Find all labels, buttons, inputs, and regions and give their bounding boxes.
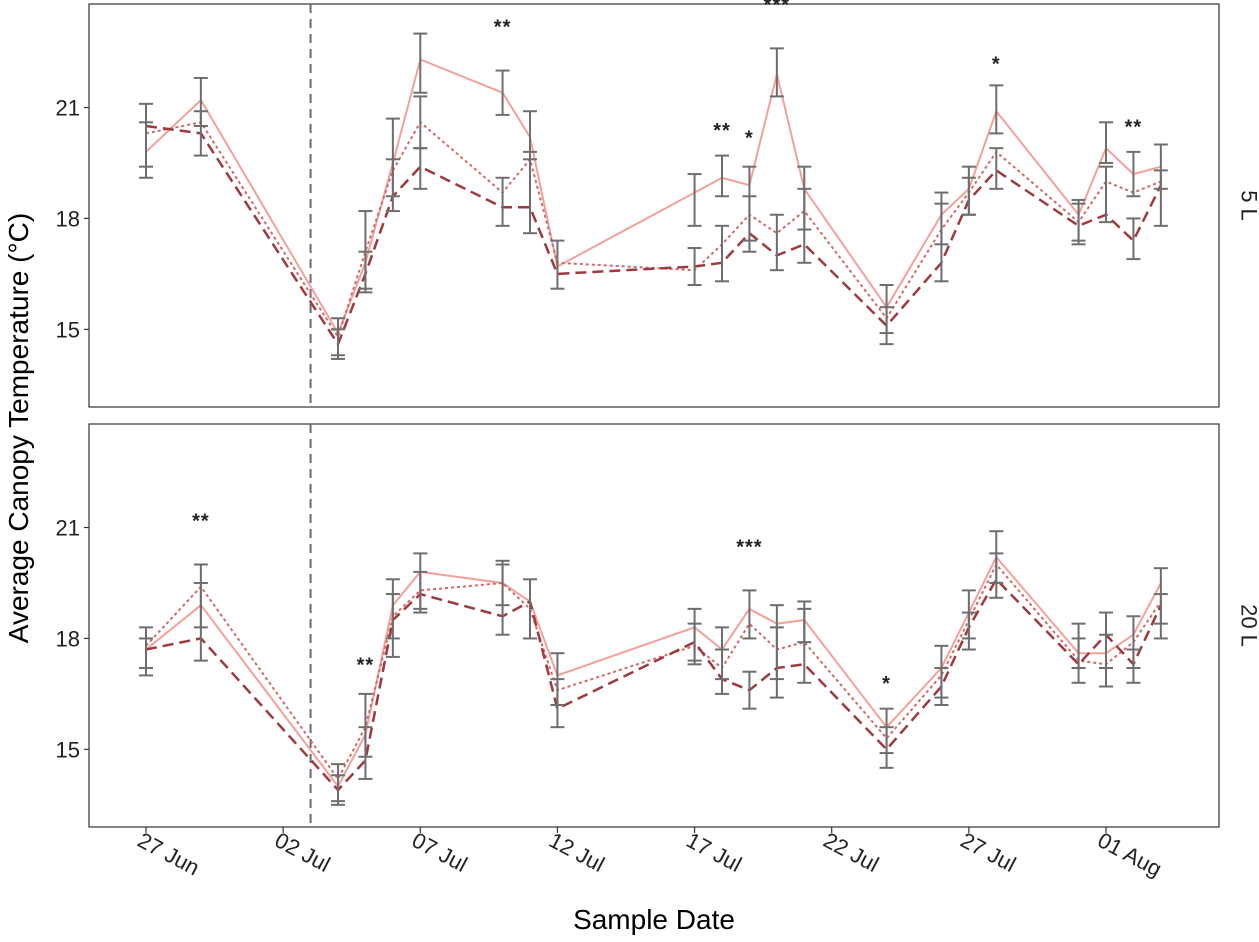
y-tick-label: 15 <box>56 737 80 762</box>
error-bar <box>413 32 428 94</box>
error-bar <box>769 47 784 98</box>
error-bar <box>742 670 757 710</box>
error-bar <box>523 578 537 640</box>
error-bar <box>413 570 428 614</box>
error-bar <box>495 69 510 116</box>
error-bar <box>550 678 565 706</box>
error-bar <box>1153 169 1168 190</box>
error-bar <box>769 626 784 681</box>
series-line-dotted <box>145 121 1162 338</box>
panel-border <box>88 3 1220 408</box>
error-bar <box>961 611 976 640</box>
x-tick-label: 27 Jun <box>134 827 204 880</box>
error-bar <box>989 552 1004 584</box>
error-bar <box>742 589 757 640</box>
error-bar <box>139 637 153 677</box>
significance-label: ** <box>357 655 375 677</box>
series-line-dashed <box>145 578 1163 792</box>
error-bar <box>1126 648 1141 670</box>
error-bar <box>1126 217 1141 261</box>
x-tick-label: 12 Jul <box>545 827 609 877</box>
error-bar <box>193 581 208 662</box>
error-bar <box>331 774 345 806</box>
x-tick-label: 01 Aug <box>1094 827 1166 881</box>
series-line-solid <box>145 58 1162 335</box>
y-tick-label: 21 <box>56 516 80 541</box>
significance-label: * <box>882 673 891 695</box>
error-bar <box>550 239 565 290</box>
panel-border <box>88 423 1220 828</box>
series-line-dotted <box>145 563 1162 780</box>
error-bar <box>797 607 812 644</box>
error-bar <box>1099 121 1113 164</box>
error-bar <box>413 147 428 190</box>
error-bar <box>687 622 702 662</box>
x-axis-title: Sample Date <box>573 904 735 935</box>
x-tick-label: 07 Jul <box>408 827 472 877</box>
error-bar <box>495 563 510 607</box>
significance-label: * <box>992 54 1001 76</box>
error-bar <box>934 667 949 699</box>
error-bar <box>1153 593 1168 625</box>
y-tick-label: 21 <box>56 96 80 121</box>
error-bar <box>715 224 729 283</box>
error-bar <box>769 213 784 272</box>
error-bar <box>687 173 702 227</box>
error-bar <box>139 121 153 168</box>
error-bar <box>1126 150 1141 198</box>
error-bar <box>989 147 1004 190</box>
y-tick-label: 15 <box>56 317 80 342</box>
error-bar <box>742 195 757 242</box>
significance-label: *** <box>736 536 762 558</box>
significance-label: ** <box>713 120 731 142</box>
error-bar <box>385 158 400 198</box>
error-bar <box>934 202 949 246</box>
error-bar <box>879 306 894 335</box>
error-bar <box>358 250 373 294</box>
significance-label: * <box>745 127 754 149</box>
error-bar <box>358 726 373 758</box>
error-bar <box>385 593 400 640</box>
significance-label: *** <box>764 0 790 16</box>
significance-label: ** <box>1125 116 1143 138</box>
error-bar <box>961 176 976 216</box>
significance-label: ** <box>494 17 512 39</box>
strip-label: 20 L <box>1237 604 1259 647</box>
y-tick-label: 18 <box>56 206 80 231</box>
error-bar <box>495 176 510 227</box>
error-bar <box>797 187 812 231</box>
y-tick-label: 18 <box>56 626 80 651</box>
error-bar <box>1099 633 1113 670</box>
error-bar <box>879 726 894 755</box>
y-axis-title: Average Canopy Temperature (°C) <box>3 213 34 643</box>
error-bar <box>989 84 1004 135</box>
error-bar <box>715 154 729 198</box>
x-tick-label: 02 Jul <box>271 827 335 877</box>
significance-label: ** <box>192 511 210 533</box>
error-bar <box>687 247 702 286</box>
x-tick-label: 17 Jul <box>682 827 746 877</box>
x-axis: 27 Jun 02 Jul 07 Jul 12 Jul 17 Jul 22 Jul 27 J… <box>134 827 1166 882</box>
error-bar <box>715 648 729 681</box>
x-tick-label: 27 Jul <box>957 827 1021 877</box>
error-bar <box>1071 202 1086 242</box>
x-tick-label: 22 Jul <box>819 827 883 877</box>
error-bar <box>1099 165 1113 224</box>
error-bar <box>193 110 208 157</box>
error-bar <box>1071 637 1086 670</box>
error-bar <box>331 328 345 360</box>
strip-label: 5 L <box>1237 190 1259 221</box>
error-bar <box>523 150 537 235</box>
